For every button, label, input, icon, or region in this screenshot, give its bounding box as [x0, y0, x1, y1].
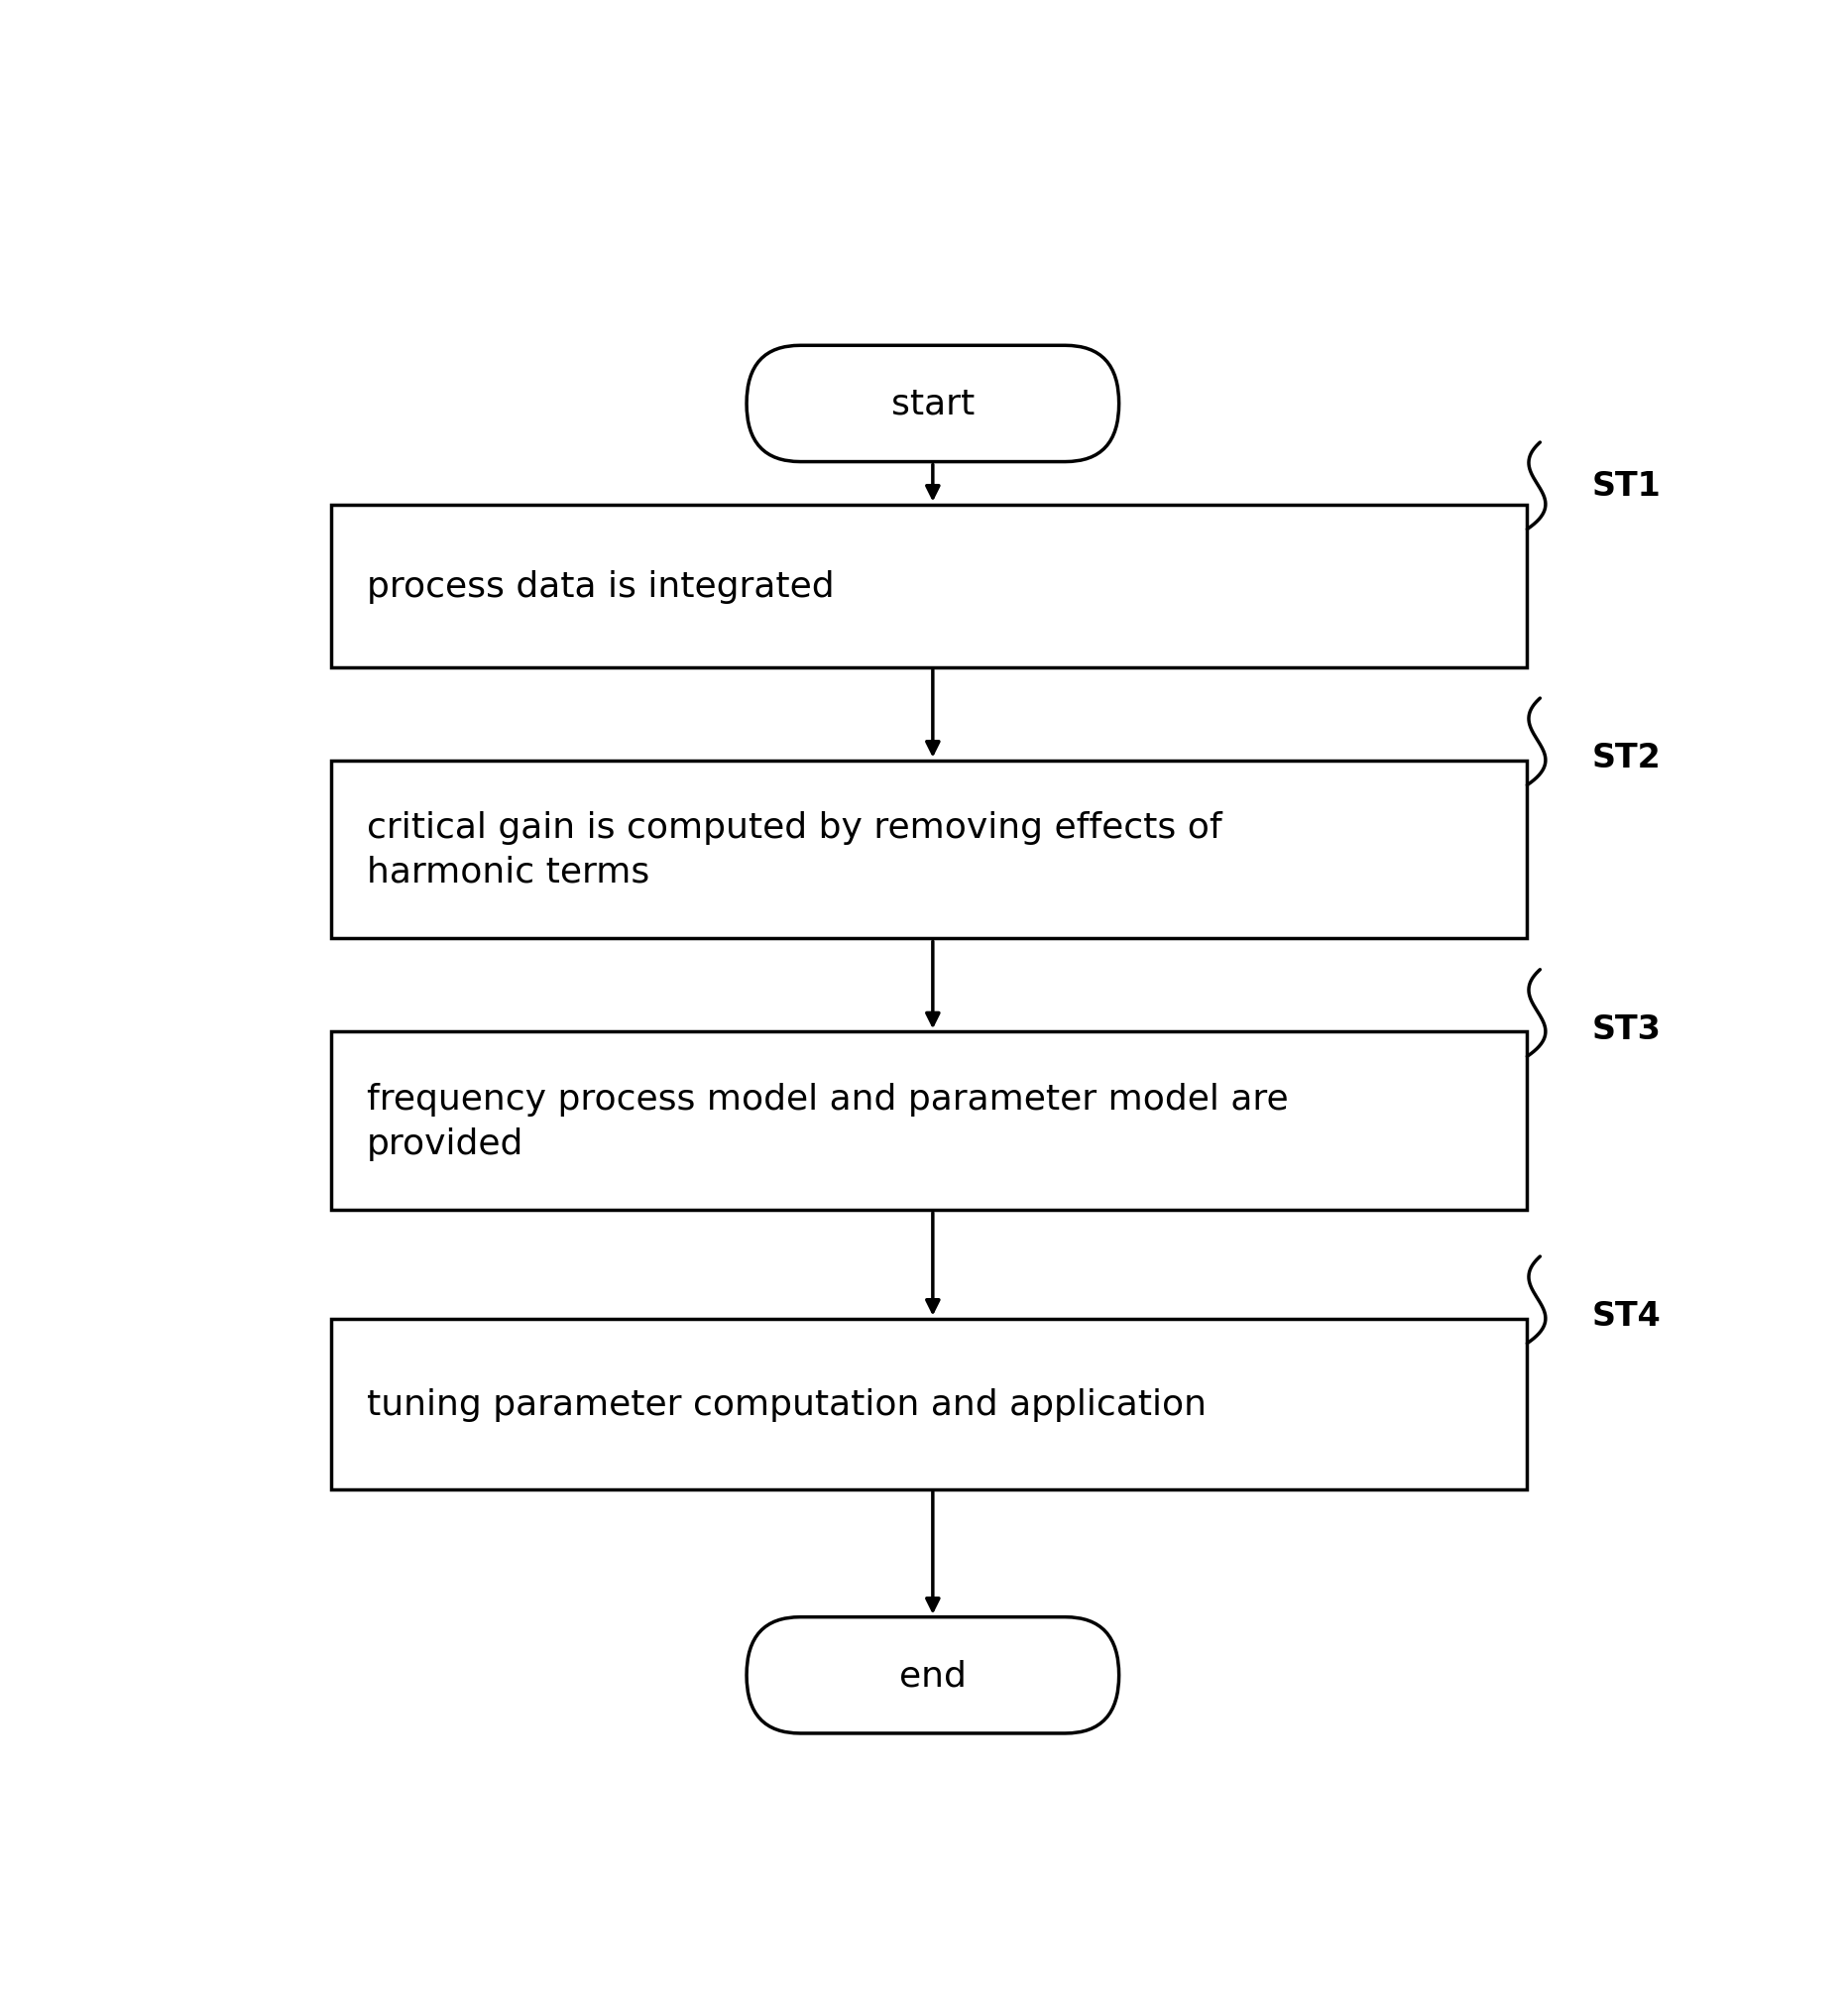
- Text: process data is integrated: process data is integrated: [368, 570, 835, 604]
- Text: ST1: ST1: [1591, 471, 1661, 503]
- Text: end: end: [900, 1659, 967, 1693]
- Text: ST2: ST2: [1591, 741, 1661, 775]
- FancyBboxPatch shape: [747, 346, 1120, 463]
- FancyBboxPatch shape: [331, 505, 1526, 668]
- FancyBboxPatch shape: [331, 1033, 1526, 1210]
- FancyBboxPatch shape: [747, 1616, 1120, 1733]
- Text: ST4: ST4: [1591, 1298, 1661, 1333]
- Text: tuning parameter computation and application: tuning parameter computation and applica…: [368, 1387, 1207, 1421]
- FancyBboxPatch shape: [331, 761, 1526, 938]
- Text: frequency process model and parameter model are
provided: frequency process model and parameter mo…: [368, 1083, 1288, 1159]
- Text: start: start: [891, 386, 974, 421]
- Text: critical gain is computed by removing effects of
harmonic terms: critical gain is computed by removing ef…: [368, 811, 1222, 890]
- Text: ST3: ST3: [1591, 1013, 1661, 1045]
- FancyBboxPatch shape: [331, 1319, 1526, 1490]
